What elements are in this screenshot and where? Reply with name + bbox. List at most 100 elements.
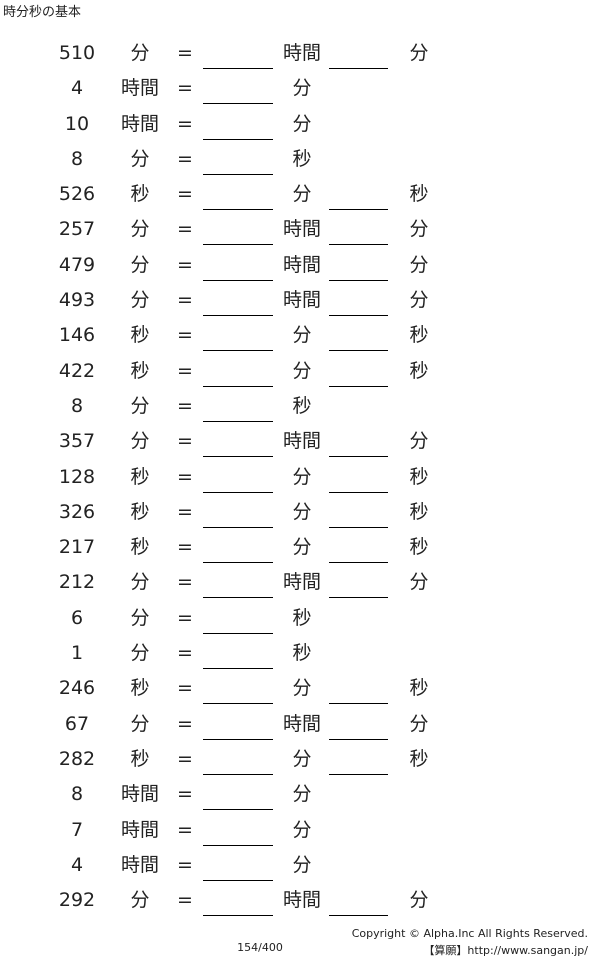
problem-row: 357 分 = 時間 分 (0, 423, 600, 458)
equals-sign: = (177, 571, 193, 594)
copyright-text: Copyright © Alpha.Inc All Rights Reserve… (351, 927, 588, 940)
answer-blank-second[interactable] (329, 214, 388, 246)
answer-blank[interactable] (203, 744, 273, 775)
answer-unit-second: 分 (409, 253, 429, 276)
given-unit: 分 (130, 571, 150, 594)
given-unit: 秒 (130, 359, 150, 382)
given-unit: 分 (130, 394, 150, 417)
answer-blank-second[interactable] (329, 38, 388, 69)
problem-row: 6 分 = 秒 (0, 600, 600, 635)
problem-row: 4 時間 = 分 (0, 847, 600, 882)
answer-blank[interactable] (203, 214, 273, 246)
answer-unit-second: 秒 (409, 465, 429, 488)
answer-blank-second[interactable] (329, 462, 388, 493)
answer-unit: 分 (292, 183, 312, 206)
equals-sign: = (177, 465, 193, 488)
answer-blank-second[interactable] (329, 532, 388, 564)
problem-row: 8 時間 = 分 (0, 776, 600, 811)
problem-row: 8 分 = 秒 (0, 141, 600, 176)
answer-blank[interactable] (203, 673, 273, 705)
problem-number: 8 (70, 783, 84, 806)
answer-blank[interactable] (203, 532, 273, 564)
answer-blank[interactable] (203, 603, 273, 634)
problem-number: 146 (58, 324, 96, 347)
given-unit: 時間 (120, 112, 159, 135)
answer-blank-second[interactable] (329, 356, 388, 387)
answer-blank[interactable] (203, 815, 273, 846)
problem-list: 510 分 = 時間分 4 時間 = 分 10 時間 = 分 8 分 = 秒 526 秒 = 分秒 257 分 = 時間分 47… (0, 35, 600, 917)
answer-blank-second[interactable] (329, 744, 388, 775)
answer-unit: 時間 (282, 430, 321, 453)
answer-unit-second: 秒 (409, 359, 429, 382)
answer-blank-second[interactable] (329, 567, 388, 599)
given-unit: 分 (130, 430, 150, 453)
answer-unit: 分 (292, 677, 312, 700)
equals-sign: = (177, 324, 193, 347)
answer-blank[interactable] (203, 73, 273, 105)
answer-blank-second[interactable] (329, 250, 388, 281)
answer-blank[interactable] (203, 320, 273, 352)
answer-blank[interactable] (203, 709, 273, 740)
equals-sign: = (177, 359, 193, 382)
given-unit: 時間 (120, 853, 159, 876)
answer-blank-second[interactable] (329, 320, 388, 352)
answer-blank[interactable] (203, 179, 273, 211)
answer-blank[interactable] (203, 38, 273, 69)
problem-row: 4 時間 = 分 (0, 70, 600, 105)
problem-row: 510 分 = 時間 分 (0, 35, 600, 70)
answer-blank-second[interactable] (329, 497, 388, 528)
problem-row: 326 秒 = 分 秒 (0, 494, 600, 529)
answer-unit-second: 秒 (409, 677, 429, 700)
answer-blank[interactable] (203, 391, 273, 422)
problem-number: 4 (70, 853, 84, 876)
answer-unit: 分 (292, 359, 312, 382)
answer-unit: 分 (292, 536, 312, 559)
problem-number: 282 (58, 747, 96, 770)
problem-number: 246 (58, 677, 96, 700)
problem-number: 422 (58, 359, 96, 382)
answer-blank[interactable] (203, 285, 273, 317)
problem-row: 493 分 = 時間 分 (0, 282, 600, 317)
problem-number: 217 (58, 536, 96, 559)
given-unit: 時間 (120, 818, 159, 841)
answer-unit: 時間 (282, 571, 321, 594)
answer-unit-second: 秒 (409, 500, 429, 523)
equals-sign: = (177, 183, 193, 206)
answer-blank-second[interactable] (329, 285, 388, 317)
answer-blank[interactable] (203, 885, 273, 917)
answer-blank[interactable] (203, 144, 273, 175)
answer-unit: 分 (292, 783, 312, 806)
equals-sign: = (177, 642, 193, 665)
answer-blank[interactable] (203, 356, 273, 387)
problem-row: 282 秒 = 分 秒 (0, 741, 600, 776)
equals-sign: = (177, 818, 193, 841)
answer-blank-second[interactable] (329, 885, 388, 917)
answer-blank[interactable] (203, 109, 273, 140)
answer-blank[interactable] (203, 426, 273, 458)
answer-blank-second[interactable] (329, 179, 388, 211)
given-unit: 秒 (130, 324, 150, 347)
problem-row: 8 分 = 秒 (0, 388, 600, 423)
answer-unit: 時間 (282, 712, 321, 735)
given-unit: 時間 (120, 77, 159, 100)
answer-blank[interactable] (203, 250, 273, 281)
problem-number: 8 (70, 147, 84, 170)
equals-sign: = (177, 606, 193, 629)
answer-blank-second[interactable] (329, 673, 388, 705)
answer-blank[interactable] (203, 850, 273, 881)
equals-sign: = (177, 112, 193, 135)
equals-sign: = (177, 783, 193, 806)
given-unit: 分 (130, 42, 150, 64)
answer-blank-second[interactable] (329, 426, 388, 458)
answer-blank[interactable] (203, 567, 273, 599)
problem-row: 257 分 = 時間 分 (0, 211, 600, 246)
problem-number: 4 (70, 77, 84, 100)
problem-row: 479 分 = 時間 分 (0, 247, 600, 282)
equals-sign: = (177, 77, 193, 100)
answer-blank[interactable] (203, 779, 273, 811)
problem-number: 1 (70, 642, 84, 665)
answer-blank[interactable] (203, 462, 273, 493)
answer-blank[interactable] (203, 638, 273, 670)
answer-blank-second[interactable] (329, 709, 388, 740)
answer-blank[interactable] (203, 497, 273, 528)
